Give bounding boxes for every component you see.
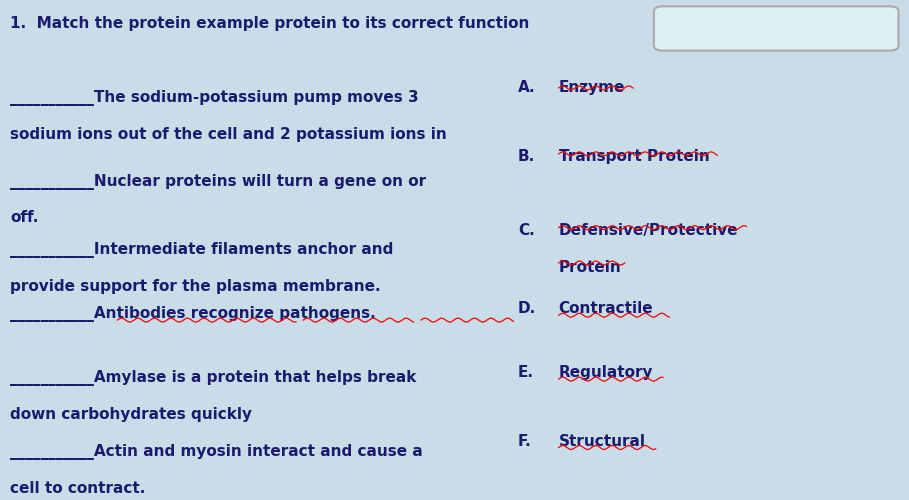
Text: Contractile: Contractile [559, 302, 654, 316]
FancyBboxPatch shape [654, 6, 899, 51]
Text: Enzyme: Enzyme [559, 80, 625, 95]
Text: ___________Amylase is a protein that helps break: ___________Amylase is a protein that hel… [10, 370, 417, 386]
Text: Protein: Protein [559, 260, 622, 274]
Text: ___________Antibodies recognize pathogens.: ___________Antibodies recognize pathogen… [10, 306, 376, 322]
Text: D.: D. [518, 302, 536, 316]
Text: Structural: Structural [559, 434, 645, 449]
Text: cell to contract.: cell to contract. [10, 481, 145, 496]
Text: ___________Intermediate filaments anchor and: ___________Intermediate filaments anchor… [10, 242, 394, 258]
Text: E.: E. [518, 366, 534, 380]
Text: A.: A. [518, 80, 535, 95]
Text: 1.  Match the protein example protein to its correct function: 1. Match the protein example protein to … [10, 16, 530, 31]
Text: Regulatory: Regulatory [559, 366, 654, 380]
Text: ___________The sodium-potassium pump moves 3: ___________The sodium-potassium pump mov… [10, 90, 419, 106]
Text: provide support for the plasma membrane.: provide support for the plasma membrane. [10, 280, 381, 294]
Text: down carbohydrates quickly: down carbohydrates quickly [10, 407, 253, 422]
Text: B.: B. [518, 149, 535, 164]
Text: Transport Protein: Transport Protein [559, 149, 709, 164]
Text: off.: off. [10, 210, 39, 226]
Text: F.: F. [518, 434, 532, 449]
Text: ___________Actin and myosin interact and cause a: ___________Actin and myosin interact and… [10, 444, 424, 460]
Text: C.: C. [518, 222, 534, 238]
Text: sodium ions out of the cell and 2 potassium ions in: sodium ions out of the cell and 2 potass… [10, 127, 447, 142]
Text: ___________Nuclear proteins will turn a gene on or: ___________Nuclear proteins will turn a … [10, 174, 426, 190]
Text: Defensive/Protective: Defensive/Protective [559, 222, 738, 238]
